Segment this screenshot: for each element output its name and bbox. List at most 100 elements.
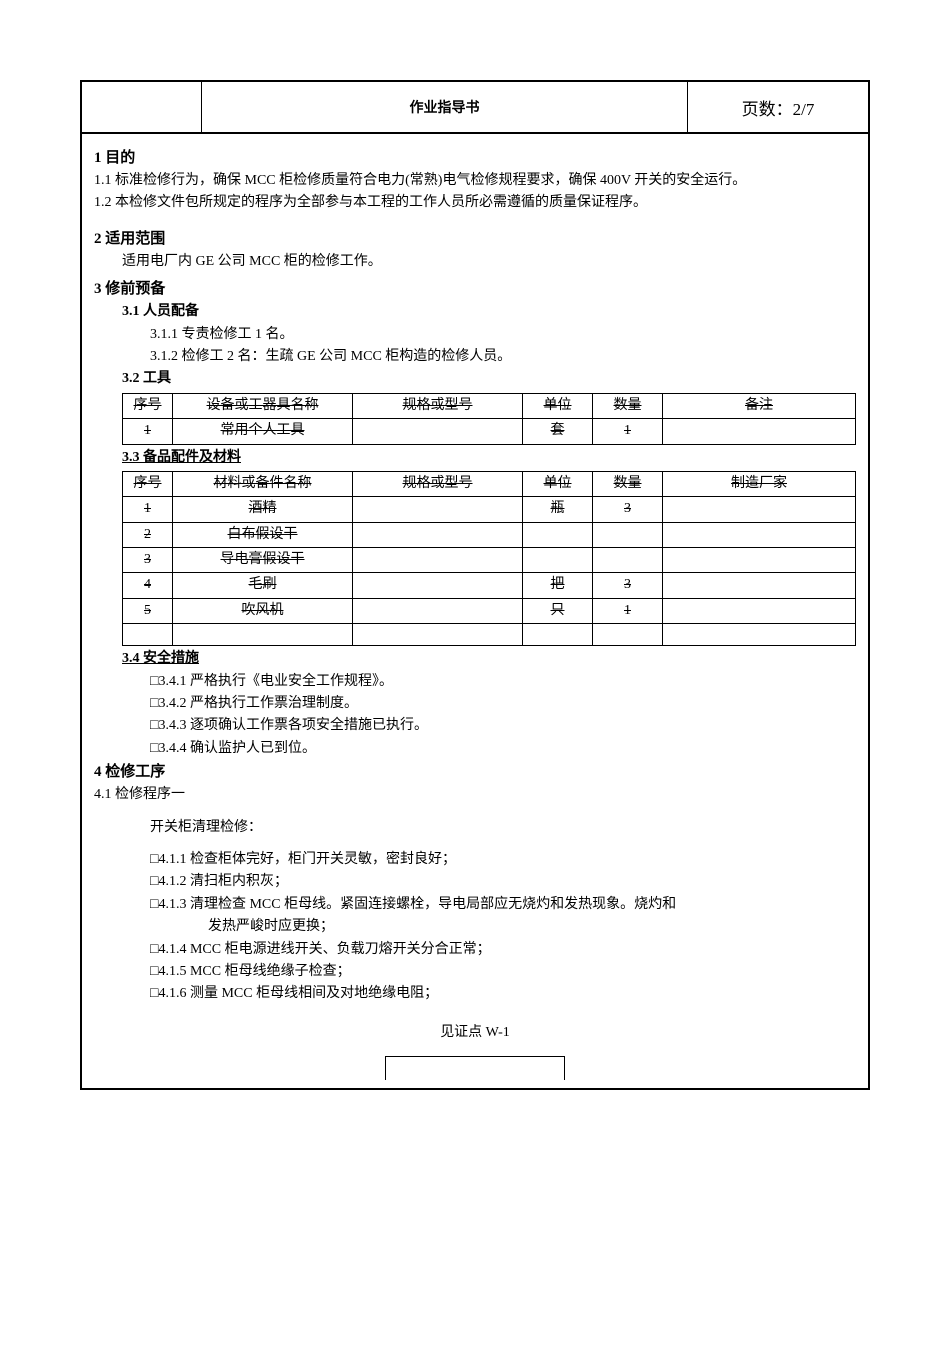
proc-item-3b: 发热严峻时应更换； — [150, 916, 856, 938]
td — [593, 548, 663, 573]
section-3-title: 3 修前预备 — [94, 277, 856, 301]
td: 5 — [123, 598, 173, 623]
td: 毛刷 — [173, 573, 353, 598]
section-4-title: 4 检修工序 — [94, 760, 856, 784]
th-idx: 序号 — [123, 393, 173, 418]
witness-signature-box — [385, 1056, 565, 1080]
td — [353, 497, 523, 522]
section-2-title: 2 适用范围 — [94, 227, 856, 251]
page-header: 作业指导书 页数：2/7 — [82, 82, 868, 134]
td — [353, 548, 523, 573]
section-2-p1: 适用电厂内 GE 公司 MCC 柜的检修工作。 — [122, 251, 856, 273]
section-3-1-2: 3.1.2 检修工 2 名：生疏 GE 公司 MCC 柜构造的检修人员。 — [150, 346, 856, 368]
td: 酒精 — [173, 497, 353, 522]
td-note — [663, 419, 856, 444]
td — [663, 624, 856, 646]
th-idx: 序号 — [123, 471, 173, 496]
td — [353, 598, 523, 623]
section-3-1-1: 3.1.1 专责检修工 1 名。 — [150, 324, 856, 346]
td — [523, 522, 593, 547]
td: 3 — [593, 497, 663, 522]
td — [353, 573, 523, 598]
td: 4 — [123, 573, 173, 598]
proc-item-6: □4.1.6 测量 MCC 柜母线相间及对地绝缘电阻； — [150, 983, 856, 1005]
proc-item-2: □4.1.2 清扫柜内积灰； — [150, 871, 856, 893]
td: 2 — [123, 522, 173, 547]
td: 3 — [123, 548, 173, 573]
section-1-p2: 1.2 本检修文件包所规定的程序为全部参与本工程的工作人员所必需遵循的质量保证程… — [94, 192, 856, 214]
witness-point-label: 见证点 W-1 — [94, 1022, 856, 1044]
witness-box-container — [94, 1056, 856, 1080]
tools-table: 序号 设备或工器具名称 规格或型号 单位 数量 备注 1 常用个人工具 套 1 — [122, 393, 856, 445]
section-3-2-title: 3.2 工具 — [122, 368, 856, 390]
th-name: 设备或工器具名称 — [173, 393, 353, 418]
section-1-title: 1 目的 — [94, 146, 856, 170]
section-3-3-title: 3.3 备品配件及材料 — [122, 447, 856, 469]
document-body: 1 目的 1.1 标准检修行为，确保 MCC 柜检修质量符合电力(常熟)电气检修… — [82, 134, 868, 1088]
safety-item-2: □3.4.2 严格执行工作票治理制度。 — [150, 693, 856, 715]
materials-table-wrap: 序号 材料或备件名称 规格或型号 单位 数量 制造厂家 1 酒精 瓶 3 2 — [122, 471, 856, 646]
td: 吹风机 — [173, 598, 353, 623]
procedure-title: 开关柜清理检修： — [150, 817, 856, 839]
td: 只 — [523, 598, 593, 623]
header-title: 作业指导书 — [202, 82, 688, 132]
th-unit: 单位 — [523, 471, 593, 496]
table-row: 2 白布假设干 — [123, 522, 856, 547]
td: 1 — [123, 497, 173, 522]
td — [353, 624, 523, 646]
table-row: 4 毛刷 把 3 — [123, 573, 856, 598]
materials-table: 序号 材料或备件名称 规格或型号 单位 数量 制造厂家 1 酒精 瓶 3 2 — [122, 471, 856, 646]
td: 导电膏假设干 — [173, 548, 353, 573]
safety-item-3: □3.4.3 逐项确认工作票各项安全措施已执行。 — [150, 715, 856, 737]
header-left-cell — [82, 82, 202, 132]
td-unit: 套 — [523, 419, 593, 444]
table-row: 1 常用个人工具 套 1 — [123, 419, 856, 444]
td — [663, 573, 856, 598]
td-idx: 1 — [123, 419, 173, 444]
section-1-p1: 1.1 标准检修行为，确保 MCC 柜检修质量符合电力(常熟)电气检修规程要求，… — [94, 170, 856, 192]
th-unit: 单位 — [523, 393, 593, 418]
table-row: 1 酒精 瓶 3 — [123, 497, 856, 522]
td: 白布假设干 — [173, 522, 353, 547]
td: 1 — [593, 598, 663, 623]
proc-item-4: □4.1.4 MCC 柜电源进线开关、负载刀熔开关分合正常； — [150, 939, 856, 961]
td — [593, 624, 663, 646]
td-spec — [353, 419, 523, 444]
section-4-1: 4.1 检修程序一 — [94, 784, 856, 806]
page-number: 页数：2/7 — [688, 82, 868, 132]
th-note: 备注 — [663, 393, 856, 418]
td — [523, 548, 593, 573]
tools-table-wrap: 序号 设备或工器具名称 规格或型号 单位 数量 备注 1 常用个人工具 套 1 — [122, 393, 856, 445]
th-name: 材料或备件名称 — [173, 471, 353, 496]
safety-item-4: □3.4.4 确认监护人已到位。 — [150, 738, 856, 760]
document-page: 作业指导书 页数：2/7 1 目的 1.1 标准检修行为，确保 MCC 柜检修质… — [80, 80, 870, 1090]
th-qty: 数量 — [593, 393, 663, 418]
td: 3 — [593, 573, 663, 598]
table-header-row: 序号 材料或备件名称 规格或型号 单位 数量 制造厂家 — [123, 471, 856, 496]
td — [663, 548, 856, 573]
td — [663, 522, 856, 547]
td-name: 常用个人工具 — [173, 419, 353, 444]
section-3-4-title: 3.4 安全措施 — [122, 648, 856, 670]
proc-item-1: □4.1.1 检查柜体完好，柜门开关灵敏，密封良好； — [150, 849, 856, 871]
td: 把 — [523, 573, 593, 598]
td — [123, 624, 173, 646]
proc-item-3a: □4.1.3 清理检查 MCC 柜母线。紧固连接螺栓，导电局部应无烧灼和发热现象… — [150, 894, 856, 916]
td-qty: 1 — [593, 419, 663, 444]
table-header-row: 序号 设备或工器具名称 规格或型号 单位 数量 备注 — [123, 393, 856, 418]
th-spec: 规格或型号 — [353, 393, 523, 418]
section-3-1-title: 3.1 人员配备 — [122, 301, 856, 323]
td — [173, 624, 353, 646]
td — [663, 598, 856, 623]
th-spec: 规格或型号 — [353, 471, 523, 496]
table-row: 5 吹风机 只 1 — [123, 598, 856, 623]
proc-item-5: □4.1.5 MCC 柜母线绝缘子检查； — [150, 961, 856, 983]
th-note: 制造厂家 — [663, 471, 856, 496]
th-qty: 数量 — [593, 471, 663, 496]
table-row — [123, 624, 856, 646]
td — [353, 522, 523, 547]
td — [663, 497, 856, 522]
td: 瓶 — [523, 497, 593, 522]
td — [523, 624, 593, 646]
table-row: 3 导电膏假设干 — [123, 548, 856, 573]
